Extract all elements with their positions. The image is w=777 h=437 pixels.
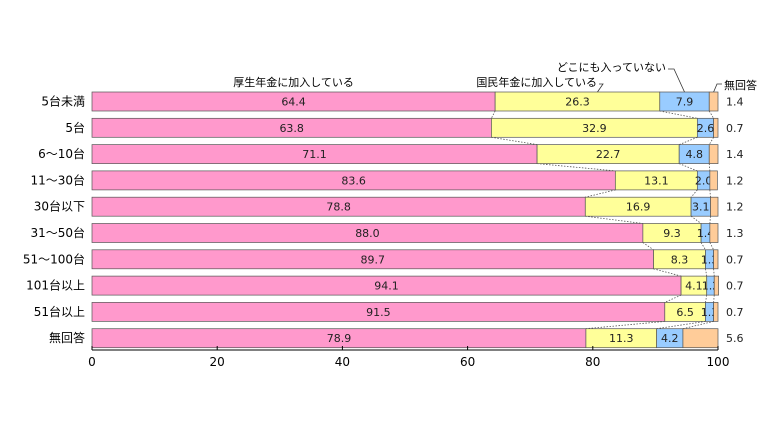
category-label: 5台 [65, 120, 85, 135]
value-label: 78.9 [327, 332, 352, 345]
bar-segment [708, 144, 719, 164]
legend-label: 国民年金に加入している [476, 75, 597, 89]
value-label: 1.3 [726, 227, 744, 240]
connector-line [709, 189, 711, 198]
value-label: 2.6 [697, 122, 715, 135]
value-label: 4.1 [685, 280, 703, 293]
x-tick-label: 20 [210, 355, 225, 369]
connector-line [708, 163, 711, 171]
connector-line [709, 242, 714, 250]
bar-segment [713, 275, 719, 296]
category-label: 51～100台 [23, 251, 85, 266]
x-tick-label: 80 [585, 355, 600, 369]
connector-line [713, 268, 715, 277]
connector-line [705, 295, 708, 303]
value-label: 0.7 [726, 253, 744, 266]
x-tick-label: 40 [335, 355, 350, 369]
bar-segment [713, 302, 719, 322]
bar-segment [713, 249, 719, 270]
legend-label: どこにも入っていない [557, 61, 666, 74]
category-label: 101台以上 [26, 278, 85, 293]
connector-line [653, 268, 682, 277]
connector-line [709, 216, 711, 224]
category-label: 11～30台 [30, 172, 85, 187]
value-label: 1.2 [726, 201, 744, 214]
value-label: 32.9 [582, 122, 607, 135]
connector-line [679, 136, 698, 145]
connector-line [491, 110, 496, 119]
value-label: 0.7 [726, 122, 744, 135]
value-label: 91.5 [366, 306, 391, 319]
bar-segment [709, 223, 719, 243]
connector-line [700, 242, 706, 251]
value-label: 9.3 [663, 227, 681, 240]
connector-line [708, 137, 714, 145]
connector-line [585, 189, 616, 198]
connector-line [491, 136, 538, 145]
category-label: 30台以下 [34, 199, 85, 214]
connector-line [690, 189, 698, 198]
value-label: 7.9 [676, 96, 694, 109]
category-label: 51台以上 [34, 304, 85, 319]
category-label: 無回答 [49, 330, 85, 345]
connector-line [664, 294, 682, 303]
value-label: 63.8 [279, 122, 304, 135]
legend-leader-line [597, 83, 604, 93]
value-label: 4.2 [661, 332, 679, 345]
connector-line [642, 242, 654, 251]
value-label: 26.3 [565, 96, 590, 109]
value-label: 64.4 [281, 96, 306, 109]
connector-line [679, 163, 698, 172]
value-label: 4.8 [685, 148, 703, 161]
value-label: 2.0 [695, 174, 713, 187]
value-label: 16.9 [626, 201, 651, 214]
value-label: 13.1 [644, 174, 669, 187]
legend-leader-line [713, 83, 722, 93]
legend-label: 無回答 [724, 78, 757, 92]
value-label: 5.6 [726, 332, 744, 345]
category-label: 31～50台 [30, 225, 85, 240]
connector-line [656, 321, 706, 330]
bar-segment [713, 117, 719, 138]
value-label: 94.1 [374, 280, 399, 293]
value-label: 1.4 [726, 148, 744, 161]
connector-line [537, 163, 616, 172]
value-label: 6.5 [676, 306, 694, 319]
category-label: 5台未満 [41, 94, 85, 109]
connector-line [659, 110, 698, 119]
value-label: 89.7 [361, 253, 386, 266]
connector-line [585, 215, 643, 224]
connector-line [705, 268, 708, 277]
category-label: 6～10台 [38, 146, 85, 161]
value-label: 0.7 [726, 306, 744, 319]
value-label: 71.1 [302, 148, 327, 161]
connector-line [708, 110, 714, 119]
x-tick-label: 100 [707, 355, 730, 369]
bar-segment [708, 91, 719, 112]
value-label: 78.8 [326, 201, 351, 214]
connector-line [682, 321, 714, 330]
value-label: 3.1 [692, 201, 710, 214]
value-label: 22.7 [596, 148, 621, 161]
value-label: 88.0 [355, 227, 380, 240]
connector-line [690, 215, 702, 224]
x-tick-label: 0 [88, 355, 96, 369]
connector-line [713, 295, 715, 303]
value-label: 8.3 [671, 253, 689, 266]
connector-line [585, 321, 665, 330]
legend-label: 厚生年金に加入している [233, 75, 354, 89]
bar-segment [709, 170, 718, 191]
bar-segment [710, 196, 719, 217]
value-label: 1.2 [726, 174, 744, 187]
value-label: 1.4 [726, 96, 744, 109]
bar-segment [682, 328, 719, 349]
x-tick-label: 60 [460, 355, 475, 369]
value-label: 83.6 [341, 174, 366, 187]
value-label: 11.3 [609, 332, 634, 345]
legend-leader-line [668, 68, 685, 93]
value-label: 0.7 [726, 280, 744, 293]
